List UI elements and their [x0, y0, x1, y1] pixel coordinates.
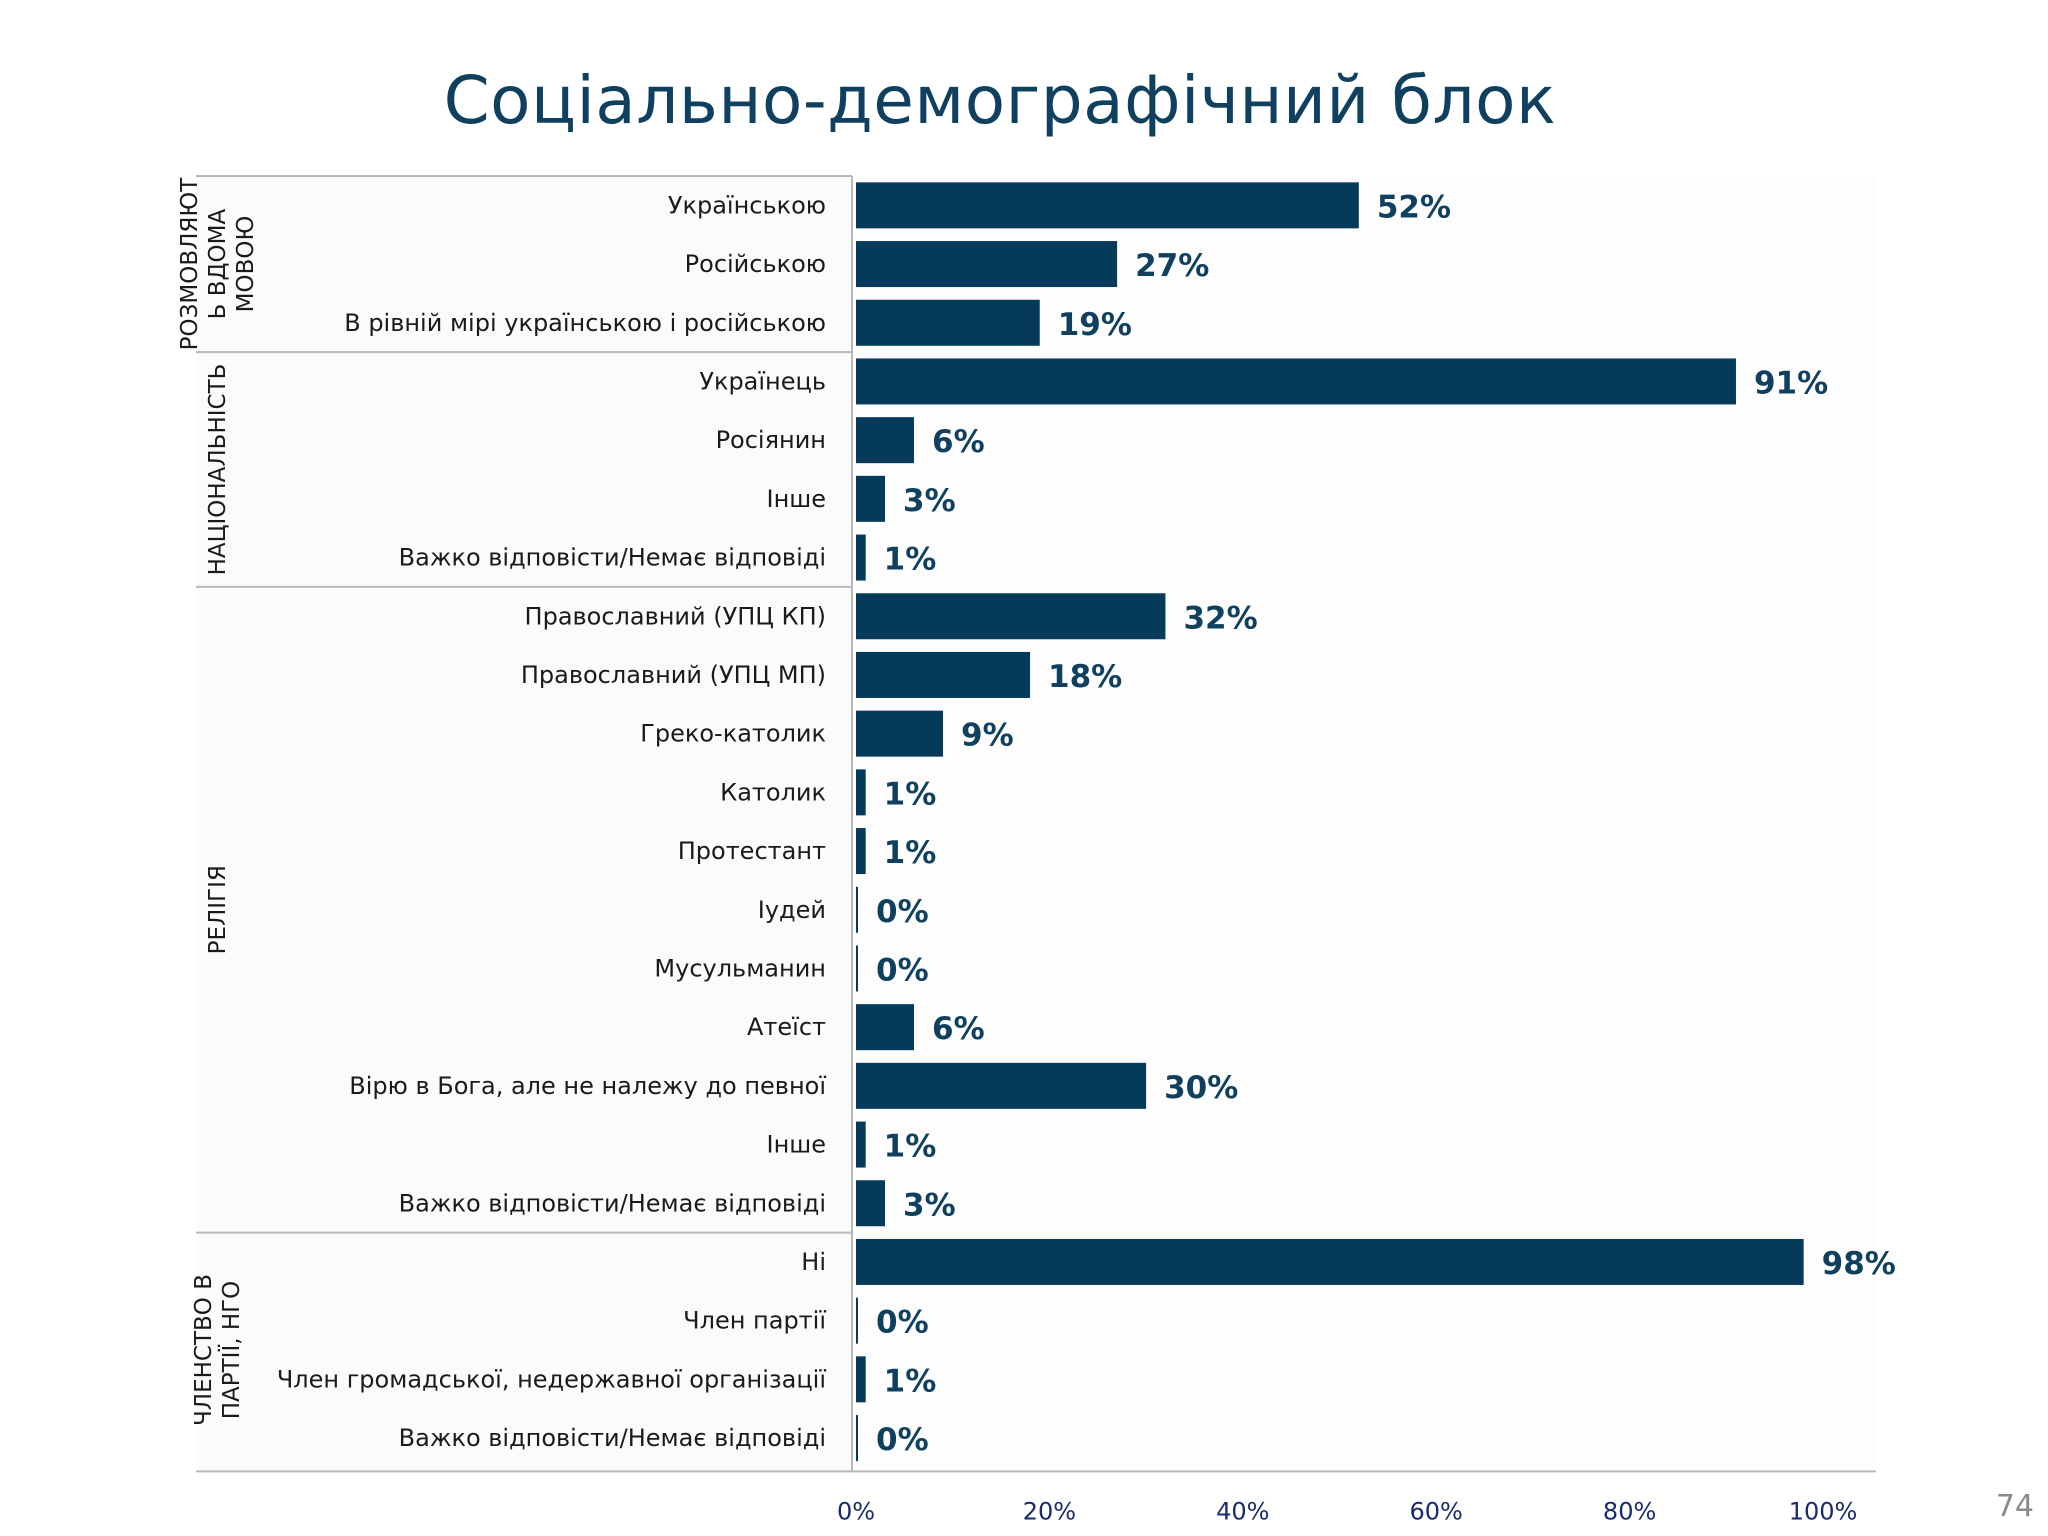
category-label: Важко відповісти/Немає відповіді: [399, 1424, 826, 1452]
category-label: Православний (УПЦ МП): [521, 661, 826, 689]
bar: [856, 475, 886, 522]
x-tick-label: 20%: [1023, 1497, 1076, 1525]
bar: [856, 1180, 886, 1227]
group-label-1: НАЦІОНАЛЬНІСТЬ: [205, 364, 231, 576]
bar: [856, 886, 858, 933]
page-number: 74: [1995, 1489, 2034, 1524]
bar: [856, 1121, 866, 1168]
category-label: Мусульманин: [654, 954, 826, 982]
category-label: Атеїст: [747, 1013, 826, 1041]
value-label: 1%: [884, 1363, 937, 1399]
value-label: 1%: [884, 1129, 937, 1165]
x-tick-label: 60%: [1410, 1497, 1463, 1525]
value-label: 6%: [932, 1011, 985, 1047]
value-label: 9%: [961, 718, 1014, 754]
value-label: 18%: [1048, 659, 1122, 695]
category-label: Іудей: [758, 896, 826, 924]
value-label: 52%: [1377, 189, 1451, 225]
category-label: Українською: [668, 191, 826, 219]
category-label: Російською: [685, 250, 826, 278]
x-tick-label: 0%: [837, 1497, 875, 1525]
value-label: 32%: [1183, 600, 1257, 636]
bar: [856, 1062, 1147, 1109]
page-title: Соціально-демографічний блок: [443, 62, 1557, 139]
group-label-3: ПАРТІЇ, НГО: [217, 1281, 245, 1420]
x-tick-label: 40%: [1216, 1497, 1269, 1525]
bar: [856, 182, 1359, 229]
category-label: Ні: [801, 1248, 826, 1276]
bar: [856, 945, 858, 992]
bar: [856, 710, 944, 757]
value-label: 0%: [876, 1305, 929, 1341]
value-label: 3%: [903, 483, 956, 519]
value-label: 1%: [884, 776, 937, 812]
bar: [856, 593, 1166, 640]
category-label: Інше: [767, 1131, 827, 1159]
category-label: Українець: [699, 367, 826, 395]
group-label-0: РОЗМОВЛЯЮТ: [177, 177, 203, 351]
x-tick-label: 100%: [1789, 1497, 1858, 1525]
label-panel-background: [196, 176, 852, 1472]
group-label-2: РЕЛІГІЯ: [205, 865, 231, 954]
group-label-3: ЧЛЕНСТВО В: [191, 1274, 217, 1426]
bar: [856, 769, 866, 816]
group-label-0: Ь ВДОМА: [205, 209, 231, 320]
value-label: 30%: [1164, 1070, 1238, 1106]
value-label: 19%: [1058, 307, 1132, 343]
bar: [856, 1238, 1804, 1285]
bar: [856, 1004, 915, 1051]
bar: [856, 1415, 858, 1462]
value-label: 0%: [876, 894, 929, 930]
bar: [856, 828, 866, 875]
bar: [856, 534, 866, 581]
category-label: Католик: [720, 778, 826, 806]
value-label: 0%: [876, 952, 929, 988]
value-label: 0%: [876, 1422, 929, 1458]
bar: [856, 651, 1031, 698]
bar: [856, 358, 1736, 405]
bar: [856, 417, 915, 464]
value-label: 1%: [884, 542, 937, 578]
value-label: 1%: [884, 835, 937, 871]
value-label: 91%: [1754, 365, 1828, 401]
category-label: Греко-католик: [640, 720, 826, 748]
category-label: Важко відповісти/Немає відповіді: [399, 544, 826, 572]
category-label: Важко відповісти/Немає відповіді: [399, 1189, 826, 1217]
bar: [856, 299, 1040, 346]
category-label: Член партії: [683, 1307, 826, 1335]
category-label: В рівній мірі українською і російською: [344, 309, 826, 337]
value-label: 98%: [1822, 1246, 1896, 1282]
category-label: Інше: [767, 485, 827, 513]
value-label: 3%: [903, 1187, 956, 1223]
value-label: 27%: [1135, 248, 1209, 284]
bar: [856, 1297, 858, 1344]
category-label: Протестант: [678, 837, 826, 865]
category-label: Православний (УПЦ КП): [525, 602, 826, 630]
category-label: Вірю в Бога, але не належу до певної: [349, 1072, 826, 1100]
x-tick-label: 80%: [1603, 1497, 1656, 1525]
category-label: Росіянин: [716, 426, 826, 454]
category-label: Член громадської, недержавної організаці…: [277, 1365, 827, 1393]
group-label-0: МОВОЮ: [233, 216, 259, 313]
bar: [856, 241, 1118, 288]
value-label: 6%: [932, 424, 985, 460]
bar: [856, 1356, 866, 1403]
